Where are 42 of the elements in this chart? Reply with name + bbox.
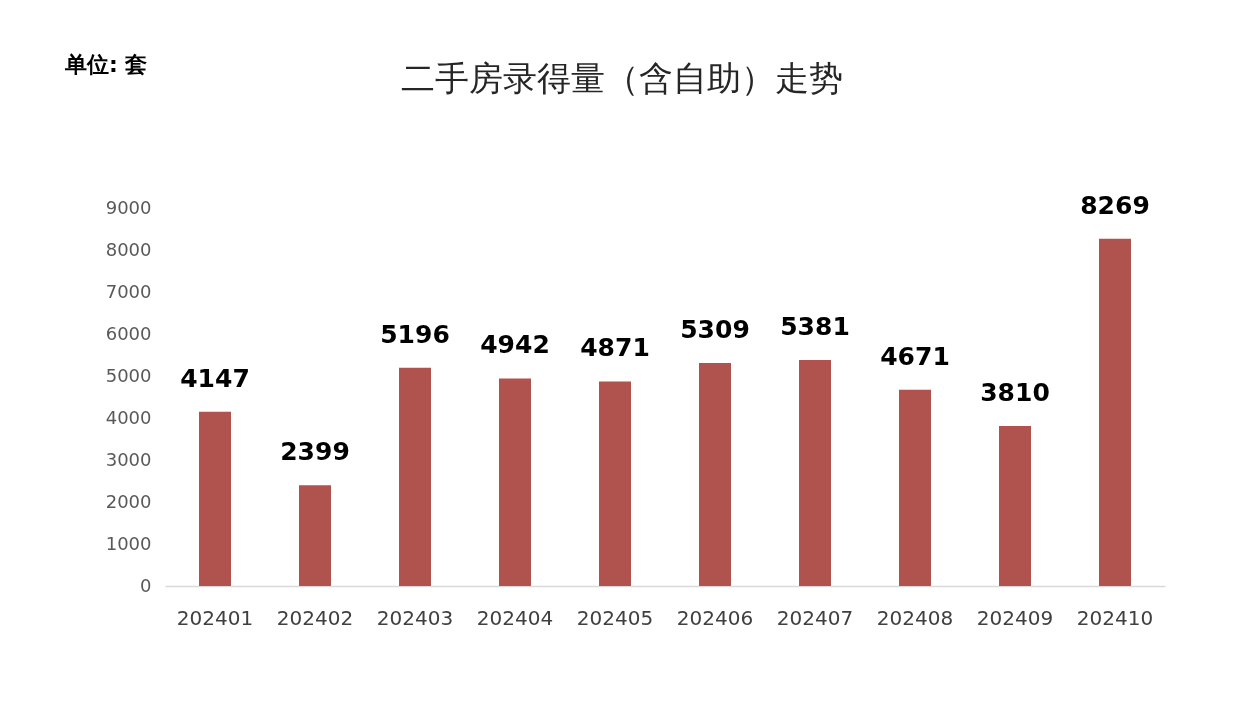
y-tick-label: 0 [140,574,152,596]
y-tick-label: 4000 [105,406,152,428]
bar [899,389,931,586]
text: 单位: 套 [64,52,148,77]
x-tick-label: 202406 [676,605,754,630]
bar [799,360,831,586]
y-tick-label: 8000 [105,238,152,260]
y-tick-label: 2000 [105,490,152,512]
y-tick-label: 5000 [105,364,152,386]
bar [199,411,231,586]
x-tick-label: 202404 [476,605,554,630]
bar [499,378,531,586]
data-label: 5309 [680,315,750,345]
data-label: 4671 [880,341,950,371]
x-tick-label: 202405 [576,605,654,630]
bar [299,485,331,586]
x-tick-label: 202403 [376,605,454,630]
x-tick-label: 202408 [876,605,954,630]
bar [599,381,631,586]
data-label: 5196 [380,319,450,349]
bar [1099,238,1131,586]
x-tick-label: 202402 [276,605,354,630]
data-label: 2399 [280,437,350,467]
bar [699,363,731,586]
y-tick-label: 9000 [105,196,152,218]
x-tick-label: 202410 [1076,605,1154,630]
data-label: 3810 [980,377,1050,407]
bar [999,425,1031,586]
chart-title: 二手房录得量（含自助）走势 [401,58,843,98]
bar [399,367,431,586]
data-label: 4942 [480,330,550,360]
x-tick-label: 202407 [776,605,854,630]
x-tick-label: 202401 [176,605,254,630]
y-tick-label: 1000 [105,532,152,554]
y-tick-label: 3000 [105,448,152,470]
data-label: 5381 [780,312,850,341]
y-tick-label: 7000 [105,280,152,302]
y-tick-label: 6000 [105,322,152,344]
x-tick-label: 202409 [976,605,1054,630]
data-label: 4147 [180,363,250,393]
data-label: 4871 [580,333,650,363]
data-label: 8269 [1080,190,1150,220]
